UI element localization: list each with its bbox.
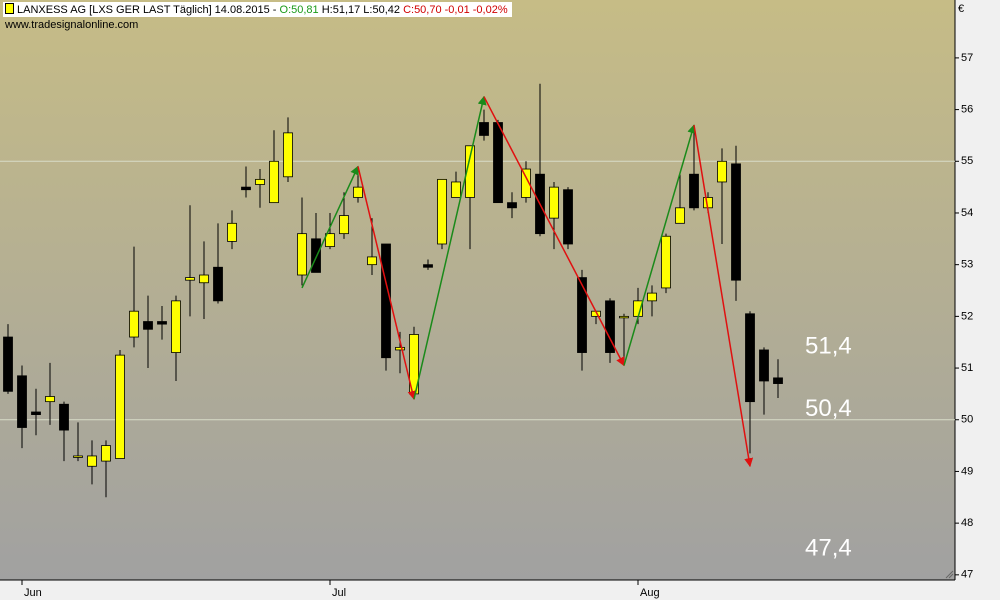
candle-body (717, 160, 727, 183)
candle-body (437, 178, 447, 245)
y-tick-label: 57 (961, 52, 973, 64)
candle-body (115, 354, 125, 459)
trend-arrow (693, 124, 754, 468)
candle-body (157, 321, 167, 325)
candle-body (101, 445, 111, 462)
candle-body (311, 238, 321, 273)
candle-body (521, 168, 531, 198)
candle-body (367, 256, 377, 266)
candle-body (745, 313, 755, 403)
x-tick-label: Aug (640, 587, 660, 599)
x-tick-label: Jun (24, 587, 42, 599)
y-tick-label: 47 (961, 569, 973, 581)
y-tick-label: 48 (961, 517, 973, 529)
trend-arrow (301, 165, 359, 289)
candle-body (171, 300, 181, 353)
candle-body (759, 349, 769, 382)
y-tick-label: 51 (961, 362, 973, 374)
candle-body (213, 266, 223, 302)
x-tick-label: Jul (332, 587, 346, 599)
header: LANXESS AG [LXS GER LAST Täglich] 14.08.… (3, 2, 512, 17)
candle-body (339, 215, 349, 235)
candle-body (605, 300, 615, 353)
y-tick-label: 53 (961, 259, 973, 271)
y-unit: € (958, 3, 964, 15)
candle-body (731, 163, 741, 281)
candle-body (283, 132, 293, 178)
candle-body (255, 178, 265, 185)
candle-body (73, 455, 83, 458)
candle-body (297, 233, 307, 276)
candle-body (87, 455, 97, 467)
candle-body (45, 396, 55, 403)
candle-body (241, 186, 251, 191)
candle-body (269, 160, 279, 204)
y-tick-label: 52 (961, 310, 973, 322)
candle-body (325, 233, 335, 247)
source: www.tradesignalonline.com (5, 19, 139, 31)
trend-arrow (357, 166, 417, 400)
candle-body (479, 122, 489, 136)
y-tick-label: 56 (961, 103, 973, 115)
candle-body (661, 235, 671, 289)
candle-body (395, 346, 405, 351)
y-tick-label: 49 (961, 465, 973, 477)
level-annotation: 50,4 (805, 395, 852, 422)
y-tick-label: 50 (961, 414, 973, 426)
candle-body (451, 181, 461, 198)
candle-body (227, 222, 237, 242)
candle-body (549, 186, 559, 219)
level-annotation: 47,4 (805, 534, 852, 561)
candle-body (3, 336, 13, 392)
candle-body (465, 145, 475, 198)
candle-body (647, 292, 657, 302)
candle-body (619, 315, 629, 319)
y-tick-label: 54 (961, 207, 973, 219)
trend-arrow (483, 96, 625, 367)
candle-body (185, 277, 195, 281)
candle-body (31, 411, 41, 415)
candle-body (675, 207, 685, 224)
resize-grip (945, 570, 954, 579)
candle-body (17, 375, 27, 428)
candle-body (577, 277, 587, 353)
candle-body (199, 274, 209, 284)
candle-body (689, 173, 699, 209)
y-tick-label: 55 (961, 155, 973, 167)
candle-body (353, 186, 363, 198)
header-open: O:50,81 (279, 4, 322, 16)
header-close: C:50,70 -0,01 -0,02% (403, 4, 508, 16)
series-icon (5, 3, 14, 14)
candle-body (59, 403, 69, 431)
header-title: LANXESS AG [LXS GER LAST Täglich] 14.08.… (17, 4, 280, 16)
candle-body (773, 377, 783, 384)
candle-body (129, 310, 139, 338)
candle-body (381, 243, 391, 359)
header-high-low: H:51,17 L:50,42 (321, 4, 404, 16)
trend-arrow (413, 95, 487, 400)
level-annotation: 51,4 (805, 333, 852, 360)
candle-body (143, 321, 153, 330)
candle-body (507, 202, 517, 209)
plot-area (0, 0, 955, 580)
candle-body (563, 189, 573, 245)
candle-body (493, 122, 503, 204)
trend-arrow (623, 124, 697, 366)
candle-body (423, 264, 433, 268)
